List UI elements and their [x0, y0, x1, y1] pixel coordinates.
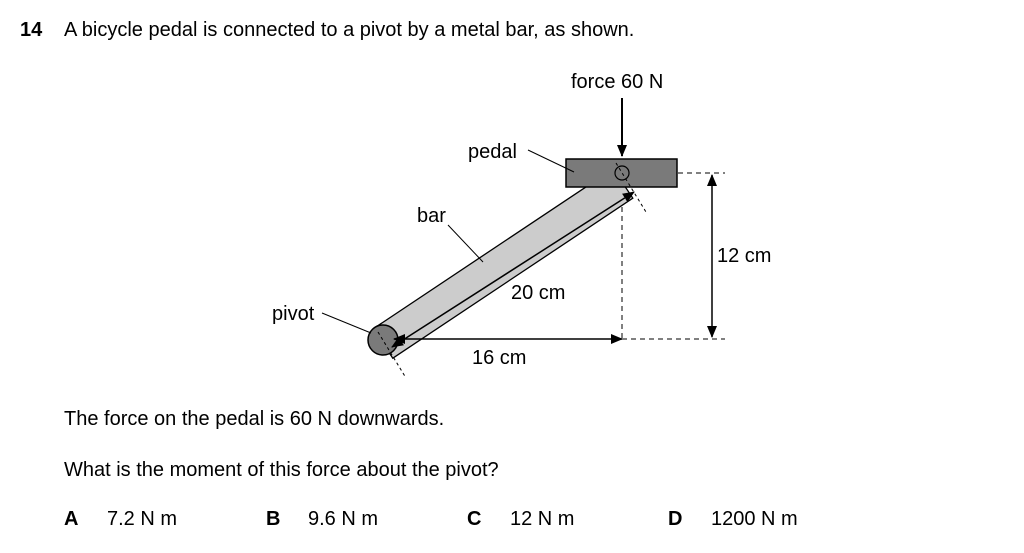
option-d-letter: D: [668, 508, 683, 530]
question-text: A bicycle pedal is connected to a pivot …: [64, 19, 635, 41]
pivot-circle: [367, 324, 399, 356]
metal-bar: [372, 167, 634, 360]
option-a-value: 7.2 N m: [107, 508, 178, 530]
leader-lines: [321, 149, 575, 334]
statement-force: The force on the pedal is 60 N downwards…: [64, 408, 445, 430]
pedal-diagram: force 60 N pedal bar pivot 20 cm 16 cm 1…: [272, 71, 771, 379]
question-number: 14: [20, 19, 43, 41]
statement-question: What is the moment of this force about t…: [64, 459, 499, 481]
bar-length-label: 20 cm: [511, 282, 565, 304]
option-b-letter: B: [266, 508, 281, 530]
option-b-value: 9.6 N m: [308, 508, 379, 530]
option-d-value: 1200 N m: [711, 508, 798, 530]
option-c-value: 12 N m: [510, 508, 575, 530]
dimension-end-ticks: [377, 162, 647, 379]
bar-length-arrow: [391, 191, 635, 348]
bar-label: bar: [417, 205, 446, 227]
horizontal-distance-label: 16 cm: [472, 347, 526, 369]
option-a-letter: A: [64, 508, 79, 530]
force-label: force 60 N: [571, 71, 663, 93]
pivot-label: pivot: [272, 303, 315, 325]
vertical-distance-label: 12 cm: [717, 245, 771, 267]
option-c-letter: C: [467, 508, 482, 530]
pedal-block: [565, 158, 678, 188]
construction-lines: [621, 172, 725, 340]
pedal-label: pedal: [468, 141, 517, 163]
pedal-axle: [614, 165, 630, 181]
